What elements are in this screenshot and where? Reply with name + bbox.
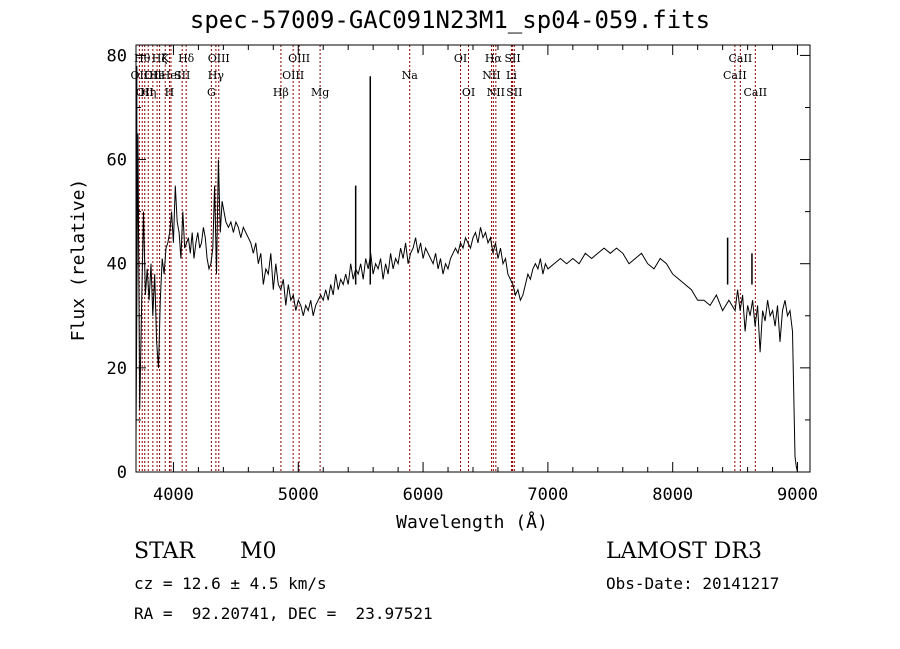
- spectral-line-label: H: [165, 86, 175, 99]
- spectral-line-label: K: [161, 52, 170, 65]
- spectral-line-label: G: [207, 86, 216, 99]
- y-tick-label: 20: [107, 359, 127, 379]
- y-tick-label: 60: [107, 151, 127, 171]
- y-tick-label: 0: [117, 463, 127, 483]
- observation-date: Obs-Date: 20141217: [606, 574, 780, 593]
- spectral-line-label: CaII: [729, 52, 753, 65]
- coordinates: RA = 92.20741, DEC = 23.97521: [134, 604, 433, 623]
- spectral-line-label: Hθ: [134, 52, 151, 65]
- spectral-line-label: Hη: [140, 86, 156, 99]
- axis-tick-labels: 4000 5000 6000 7000 8000 9000 0 20 40 60 80: [107, 46, 818, 505]
- redshift-value: cz = 12.6 ± 4.5 km/s: [134, 574, 327, 593]
- chart-title: spec-57009-GAC091N23M1_sp04-059.fits: [189, 6, 711, 34]
- spectral-line-label: OIII: [288, 52, 310, 65]
- spectral-line-label: Hζ: [152, 52, 168, 65]
- spectral-line-label: OI: [462, 86, 475, 99]
- x-tick-label: 4000: [153, 485, 194, 505]
- spectral-line-markers: [138, 45, 756, 472]
- spectral-line-label: NII: [487, 86, 505, 99]
- survey-name: LAMOST DR3: [606, 539, 762, 564]
- spectral-line-label: OII: [131, 69, 149, 82]
- object-class: STAR: [134, 539, 195, 564]
- x-tick-label: 5000: [278, 485, 319, 505]
- spectrum-data: [135, 65, 798, 473]
- spectral-line-label: NII: [482, 69, 500, 82]
- axis-ticks: [136, 45, 810, 473]
- spectral-line-label: He: [149, 69, 165, 82]
- spectral-line-label: OIII: [208, 52, 230, 65]
- spectral-line-label: SII: [506, 86, 522, 99]
- y-axis-label: Flux (relative): [68, 179, 89, 342]
- object-subclass: M0: [240, 539, 277, 564]
- spectral-line-label: SII: [174, 69, 190, 82]
- x-tick-label: 7000: [527, 485, 568, 505]
- spectral-line-label: OII: [144, 69, 162, 82]
- x-tick-label: 6000: [403, 485, 444, 505]
- spectral-line-label: OI: [454, 52, 467, 65]
- spectral-line-label: Hδ: [178, 52, 195, 65]
- spectral-line-label: HeI: [161, 69, 181, 82]
- x-tick-label: 8000: [652, 485, 693, 505]
- spectral-line-label: SII: [504, 52, 520, 65]
- spectral-line-label: Li: [506, 69, 517, 82]
- y-tick-label: 80: [107, 46, 127, 66]
- x-axis-label: Wavelength (Å): [396, 511, 548, 533]
- x-tick-label: 9000: [777, 485, 818, 505]
- spectral-line-labels: OIIHθOIIHηOIIHeHζKHHeISIIHδGHγOIIIHβOIII…: [131, 52, 768, 99]
- spectral-line-label: Mg: [311, 86, 329, 99]
- spectral-line-label: CaII: [743, 86, 767, 99]
- spectral-line-label: CaII: [723, 69, 747, 82]
- spectral-line-label: Hγ: [208, 69, 225, 82]
- spectral-line-label: Na: [402, 69, 419, 82]
- spectral-line-label: Hβ: [273, 86, 289, 99]
- spectrum-line: [135, 133, 798, 473]
- plot-frame: [135, 44, 811, 473]
- spectral-line-label: OII: [136, 86, 154, 99]
- y-tick-label: 40: [107, 255, 127, 275]
- spectral-line-label: Hα: [485, 52, 503, 65]
- spectral-line-label: OIII: [282, 69, 304, 82]
